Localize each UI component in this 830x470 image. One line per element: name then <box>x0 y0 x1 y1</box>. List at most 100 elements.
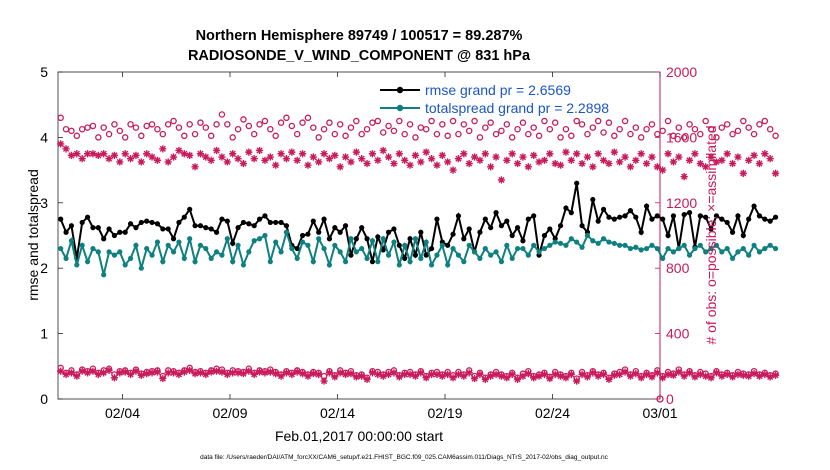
series-point-totalspread <box>144 245 150 252</box>
obs-assimilated-point <box>648 153 656 161</box>
obs-assimilated-point <box>374 370 382 379</box>
obs-possible-point <box>272 132 279 140</box>
series-point-totalspread <box>638 247 644 253</box>
obs-assimilated-point <box>530 374 538 382</box>
series-point-totalspread <box>418 255 424 261</box>
obs-assimilated-point <box>89 367 97 375</box>
obs-assimilated-point <box>755 159 764 168</box>
obs-assimilated-point <box>137 158 145 166</box>
series-point-totalspread <box>289 245 295 252</box>
obs-assimilated-point <box>492 153 500 161</box>
obs-assimilated-point <box>621 153 629 161</box>
obs-assimilated-point <box>535 372 543 380</box>
series-point-rmse <box>600 206 607 212</box>
obs-assimilated-point <box>282 155 291 163</box>
series-point-rmse <box>246 221 252 227</box>
obs-assimilated-point <box>460 150 468 158</box>
series-point-totalspread <box>332 242 338 248</box>
obs-assimilated-point <box>218 153 226 161</box>
obs-possible-point <box>772 132 779 140</box>
obs-assimilated-point <box>293 156 301 164</box>
obs-assimilated-point <box>728 373 737 381</box>
series-point-totalspread <box>660 255 666 261</box>
obs-assimilated-point <box>395 150 403 158</box>
series-point-totalspread <box>471 249 478 255</box>
obs-assimilated-point <box>331 151 339 159</box>
series-point-totalspread <box>63 255 69 261</box>
series-point-rmse <box>192 223 198 229</box>
obs-assimilated-point <box>395 373 403 381</box>
obs-assimilated-point <box>632 370 640 378</box>
obs-assimilated-point <box>524 163 532 171</box>
obs-assimilated-point <box>100 150 108 158</box>
obs-assimilated-point <box>277 372 285 380</box>
series-point-rmse <box>772 214 779 220</box>
series-point-rmse <box>342 223 349 229</box>
obs-assimilated-point <box>341 370 350 379</box>
obs-assimilated-point <box>255 146 264 155</box>
obs-possible-point <box>288 122 296 130</box>
obs-possible-point <box>476 134 484 141</box>
obs-assimilated-point <box>739 371 747 379</box>
obs-possible-point <box>347 124 355 131</box>
series-point-rmse <box>703 214 709 220</box>
series-point-totalspread <box>541 245 548 252</box>
series-point-rmse <box>396 242 402 248</box>
series-point-rmse <box>724 219 730 226</box>
series-point-rmse <box>203 225 209 231</box>
series-point-totalspread <box>670 249 677 255</box>
obs-possible-point <box>224 121 231 128</box>
obs-assimilated-point <box>110 151 119 159</box>
series-point-totalspread <box>600 236 607 242</box>
obs-assimilated-point <box>73 150 81 158</box>
obs-assimilated-point <box>605 159 613 168</box>
series-point-totalspread <box>342 259 349 265</box>
obs-assimilated-point <box>433 161 441 169</box>
series-point-rmse <box>262 213 268 219</box>
obs-assimilated-point <box>100 369 108 377</box>
obs-possible-point <box>729 130 736 138</box>
obs-assimilated-point <box>347 370 355 378</box>
series-point-totalspread <box>767 242 773 248</box>
obs-assimilated-point <box>460 372 468 380</box>
obs-assimilated-point <box>610 148 618 156</box>
obs-possible-point <box>643 125 650 133</box>
series-point-totalspread <box>160 259 166 265</box>
obs-assimilated-point <box>718 372 726 380</box>
series-point-rmse <box>326 236 333 242</box>
series-point-totalspread <box>531 242 537 248</box>
obs-possible-point <box>111 121 118 128</box>
obs-assimilated-point <box>363 375 371 383</box>
obs-possible-point <box>299 119 306 126</box>
series-point-totalspread <box>504 242 510 248</box>
legend-label: rmse grand pr = 2.6569 <box>425 82 571 98</box>
obs-assimilated-point <box>207 156 215 164</box>
y-tick-label-left: 4 <box>40 129 48 145</box>
obs-possible-point <box>170 117 177 125</box>
obs-assimilated-point <box>406 370 414 379</box>
series-point-totalspread <box>590 238 596 244</box>
obs-possible-point <box>154 125 161 133</box>
obs-possible-point <box>573 117 580 125</box>
obs-assimilated-point <box>358 372 366 380</box>
obs-possible-point <box>525 130 532 138</box>
series-point-totalspread <box>617 242 623 248</box>
obs-assimilated-point <box>745 372 753 380</box>
series-point-totalspread <box>493 249 499 255</box>
series-point-rmse <box>434 216 440 222</box>
series-point-rmse <box>477 229 483 235</box>
series-point-totalspread <box>170 249 177 255</box>
obs-assimilated-point <box>616 158 624 166</box>
obs-assimilated-point <box>368 369 377 377</box>
obs-possible-point <box>353 117 360 125</box>
series-point-rmse <box>251 223 257 229</box>
obs-assimilated-point <box>599 370 608 379</box>
series-point-rmse <box>294 245 300 252</box>
obs-assimilated-point <box>384 153 393 161</box>
obs-assimilated-point <box>616 370 624 379</box>
obs-possible-point <box>562 125 570 133</box>
series-point-totalspread <box>574 239 580 245</box>
obs-possible-point <box>331 130 339 138</box>
legend-marker <box>396 86 404 94</box>
obs-possible-point <box>191 130 199 138</box>
